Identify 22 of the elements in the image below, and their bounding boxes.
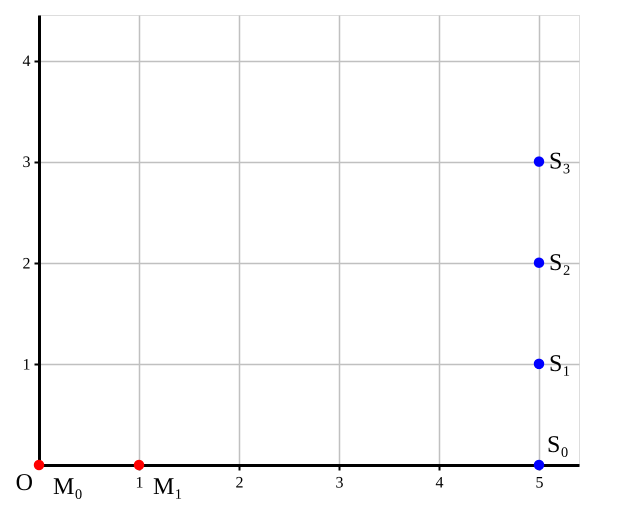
- y-tick-label: 3: [22, 154, 30, 172]
- annotation: M₀: [53, 474, 83, 500]
- x-tick-label: 3: [336, 474, 344, 492]
- x-tick-label: 4: [436, 474, 444, 492]
- x-tick-label: 2: [236, 474, 244, 492]
- annotation: O: [16, 470, 33, 496]
- point: [534, 358, 544, 370]
- point: [534, 156, 544, 167]
- x-tick-label: 5: [536, 474, 544, 492]
- annotation: M₁: [153, 474, 183, 500]
- annotation: S₁: [549, 350, 571, 377]
- x-tick-label: 1: [136, 474, 144, 492]
- y-tick-label: 2: [22, 255, 30, 272]
- annotation: S₂: [549, 250, 571, 276]
- y-tick-label: 1: [22, 356, 30, 374]
- point: [134, 460, 144, 470]
- point: [534, 460, 544, 470]
- annotation: S₀: [547, 432, 569, 458]
- y-tick-label: 4: [22, 53, 30, 70]
- point: [34, 460, 44, 470]
- point: [534, 258, 544, 268]
- annotation: S₃: [549, 148, 571, 175]
